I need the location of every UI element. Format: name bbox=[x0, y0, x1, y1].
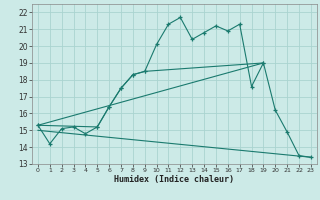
X-axis label: Humidex (Indice chaleur): Humidex (Indice chaleur) bbox=[115, 175, 234, 184]
